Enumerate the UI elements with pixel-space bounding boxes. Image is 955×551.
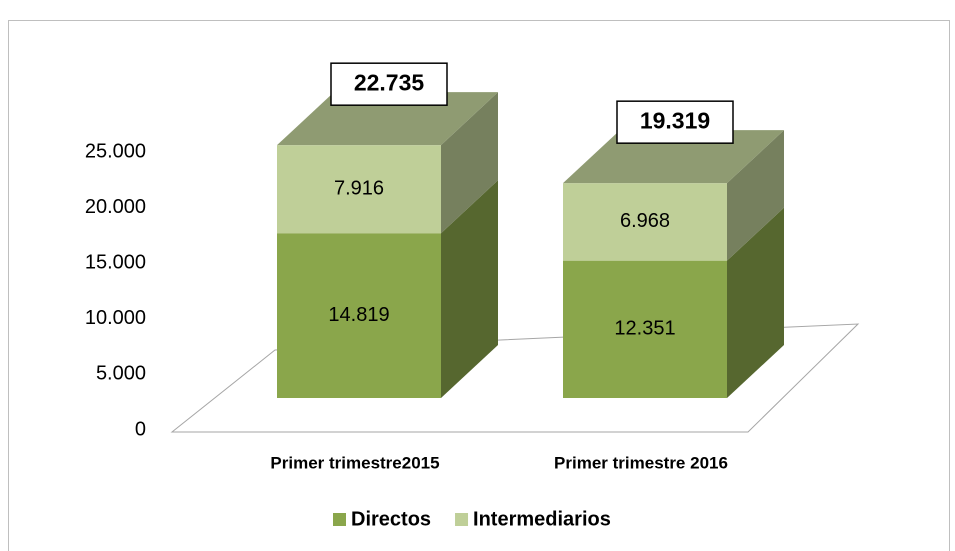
x-tick-label: Primer trimestre2015: [270, 453, 439, 472]
data-label: 12.351: [614, 318, 675, 340]
y-tick-label: 15.000: [85, 251, 146, 273]
y-tick-label: 10.000: [85, 307, 146, 329]
x-tick-label: Primer trimestre 2016: [554, 453, 728, 472]
legend-swatch: [455, 513, 469, 526]
y-tick-label: 20.000: [85, 196, 146, 218]
legend-label: Intermediarios: [473, 508, 611, 530]
bar-segment: [277, 233, 441, 398]
bar-segment: [563, 260, 727, 398]
bar-side: [441, 92, 498, 234]
legend-swatch: [333, 513, 346, 526]
bar-side: [441, 180, 498, 398]
bar-segment: [277, 145, 441, 234]
total-box: [330, 62, 448, 106]
bar-side: [727, 130, 784, 261]
total-label: 22.735: [354, 69, 425, 95]
total-label: 19.319: [640, 107, 710, 133]
bar-side: [727, 207, 784, 398]
bar-segment: [563, 183, 727, 261]
y-tick-label: 5.000: [96, 363, 146, 385]
data-label: 14.819: [328, 304, 389, 326]
data-label: 6.968: [620, 210, 670, 232]
data-label: 7.916: [334, 177, 384, 199]
total-box: [616, 100, 734, 144]
y-tick-label: 0: [135, 418, 146, 440]
legend-label: Directos: [351, 508, 431, 530]
y-tick-label: 25.000: [85, 140, 146, 162]
